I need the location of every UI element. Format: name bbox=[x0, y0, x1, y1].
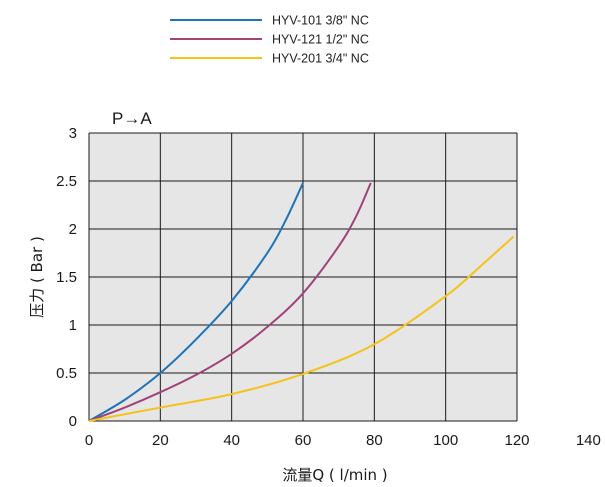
y-tick-label: 0 bbox=[69, 413, 77, 430]
y-tick-label: 2.5 bbox=[56, 173, 77, 190]
x-tick-labels: 0 20 40 60 80 100 120 140 bbox=[85, 432, 601, 449]
y-axis-label: 压力 ( Bar ) bbox=[28, 236, 46, 318]
x-tick-label: 80 bbox=[366, 432, 383, 449]
x-tick-label: 120 bbox=[504, 432, 529, 449]
series-line-1 bbox=[88, 182, 304, 422]
legend: HYV-101 3/8" NC HYV-121 1/2" NC HYV-201 3/… bbox=[170, 14, 369, 66]
x-axis-label: 流量Q ( l/min ) bbox=[282, 466, 387, 484]
annotation-label: P→A bbox=[112, 109, 152, 128]
y-tick-labels: 0 0.5 1 1.5 2 2.5 3 bbox=[56, 125, 77, 430]
series-group bbox=[88, 182, 515, 422]
x-tick-label: 40 bbox=[223, 432, 240, 449]
x-tick-label: 0 bbox=[85, 432, 93, 449]
series-line-3 bbox=[88, 235, 515, 422]
y-tick-label: 1 bbox=[69, 317, 77, 334]
x-tick-label: 140 bbox=[576, 432, 601, 449]
legend-label-1: HYV-101 3/8" NC bbox=[272, 14, 369, 28]
legend-label-2: HYV-121 1/2" NC bbox=[272, 33, 369, 47]
x-tick-label: 100 bbox=[433, 432, 458, 449]
grid bbox=[88, 132, 518, 422]
y-tick-label: 3 bbox=[69, 125, 77, 142]
x-tick-label: 60 bbox=[295, 432, 312, 449]
x-tick-label: 20 bbox=[152, 432, 169, 449]
legend-label-3: HYV-201 3/4" NC bbox=[272, 52, 369, 66]
y-tick-label: 1.5 bbox=[56, 269, 77, 286]
y-tick-label: 2 bbox=[69, 221, 77, 238]
series-line-2 bbox=[88, 182, 372, 422]
y-tick-label: 0.5 bbox=[56, 365, 77, 382]
